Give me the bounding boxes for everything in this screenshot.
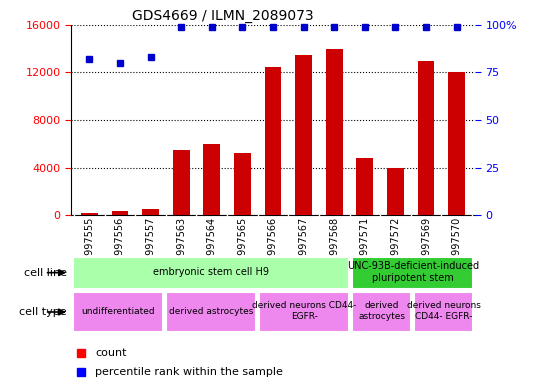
Bar bbox=[295, 55, 312, 215]
Bar bbox=[414, 292, 473, 332]
Bar bbox=[326, 49, 343, 215]
Bar bbox=[387, 167, 404, 215]
Bar bbox=[203, 144, 220, 215]
Text: UNC-93B-deficient-induced
pluripotent stem: UNC-93B-deficient-induced pluripotent st… bbox=[347, 261, 479, 283]
Text: cell type: cell type bbox=[19, 307, 67, 317]
Text: derived neurons CD44-
EGFR-: derived neurons CD44- EGFR- bbox=[252, 301, 357, 321]
Text: count: count bbox=[95, 348, 127, 358]
Text: undifferentiated: undifferentiated bbox=[81, 306, 155, 316]
Bar bbox=[173, 150, 189, 215]
Text: GDS4669 / ILMN_2089073: GDS4669 / ILMN_2089073 bbox=[132, 8, 313, 23]
Bar bbox=[234, 153, 251, 215]
Text: derived astrocytes: derived astrocytes bbox=[169, 306, 253, 316]
Bar bbox=[142, 209, 159, 215]
Bar bbox=[448, 73, 465, 215]
Text: cell line: cell line bbox=[24, 268, 67, 278]
Text: percentile rank within the sample: percentile rank within the sample bbox=[95, 367, 283, 377]
Bar bbox=[73, 292, 163, 332]
Bar bbox=[111, 212, 128, 215]
Bar bbox=[352, 292, 411, 332]
Bar bbox=[73, 257, 349, 288]
Bar bbox=[352, 257, 473, 288]
Bar bbox=[259, 292, 349, 332]
Bar bbox=[81, 213, 98, 215]
Text: embryonic stem cell H9: embryonic stem cell H9 bbox=[153, 267, 269, 277]
Bar bbox=[166, 292, 256, 332]
Text: derived
astrocytes: derived astrocytes bbox=[358, 301, 405, 321]
Bar bbox=[418, 61, 435, 215]
Bar bbox=[357, 158, 373, 215]
Text: derived neurons
CD44- EGFR-: derived neurons CD44- EGFR- bbox=[407, 301, 481, 321]
Bar bbox=[265, 66, 281, 215]
